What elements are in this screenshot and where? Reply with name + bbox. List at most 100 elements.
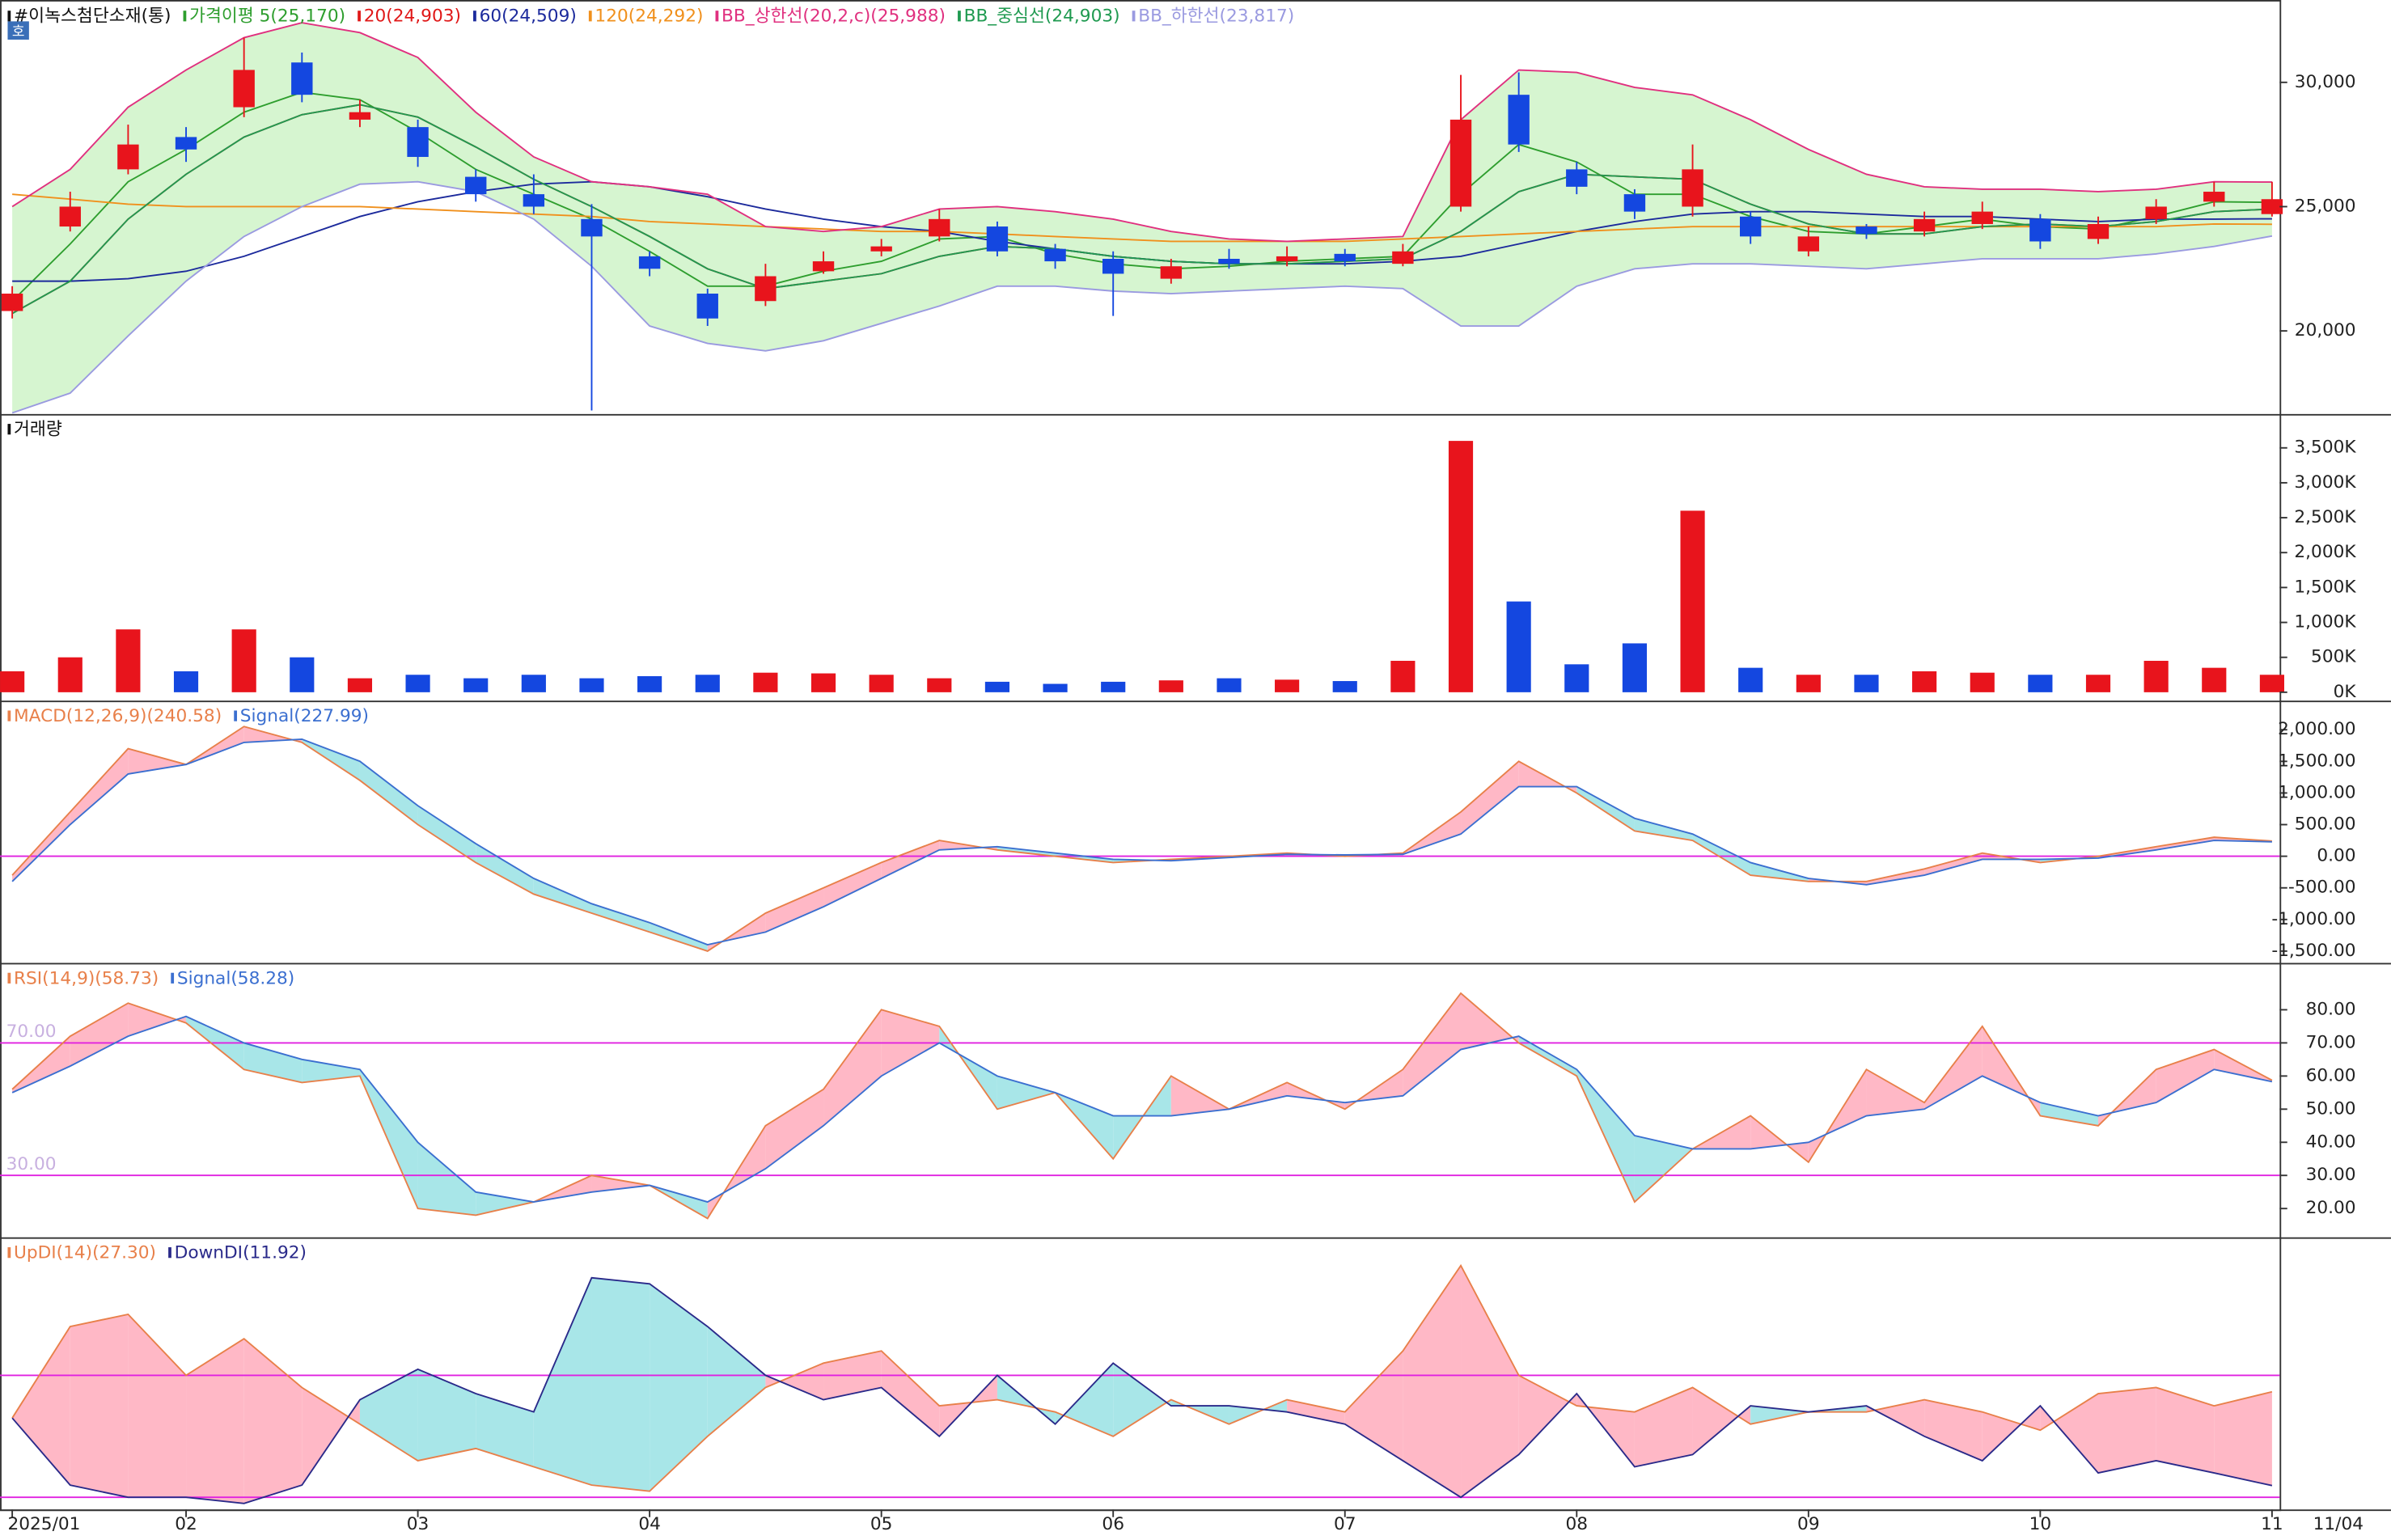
series-line (11, 91, 2272, 302)
candle-body (986, 226, 1009, 252)
series-line (11, 180, 2273, 414)
series-line (11, 22, 2272, 243)
volume-bar (173, 671, 199, 692)
legend-label: RSI(14,9)(58.73) (14, 968, 159, 988)
y-tick-label: 50.00 (2306, 1098, 2356, 1119)
candle-body (1102, 259, 1124, 274)
divergence-fill (650, 922, 708, 951)
legend-marker (358, 11, 361, 22)
legend-label: 거래량 (14, 420, 62, 440)
y-tick-label: 2,000K (2294, 542, 2356, 562)
volume-bar (1854, 675, 1879, 692)
legend-label: #이녹스첨단소재(통) (14, 6, 171, 27)
y-tick-label: 1,000K (2294, 612, 2356, 632)
candle-body (929, 218, 950, 237)
x-tick-label: 06 (1102, 1514, 1124, 1534)
reference-label: 30.00 (6, 1154, 57, 1174)
series-line (11, 1276, 2273, 1504)
y-tick-label: 0K (2334, 682, 2357, 702)
divergence-fill (1461, 761, 1519, 835)
divergence-fill (1403, 992, 1462, 1096)
candle-body (1566, 169, 1588, 187)
volume-bar (1506, 601, 1531, 692)
volume-bar (1101, 681, 1126, 692)
volume-bar (1970, 672, 1995, 692)
divergence-fill (591, 1175, 650, 1192)
legend-label: BB_하한선(23,817) (1138, 6, 1294, 27)
x-tick-label: 09 (1797, 1514, 1820, 1534)
divergence-fill (70, 1003, 129, 1067)
y-tick-label: 2,000.00 (2278, 719, 2355, 739)
volume-bar (1275, 679, 1300, 692)
divergence-fill (1576, 786, 1635, 831)
y-tick-label: 3,500K (2294, 438, 2356, 458)
divergence-fill (1170, 1076, 1229, 1116)
volume-bar (1680, 510, 1705, 692)
divergence-fill (243, 1339, 303, 1504)
candle-body (407, 127, 429, 158)
y-tick-label: 40.00 (2306, 1132, 2356, 1152)
legend-label: Signal(227.99) (240, 706, 369, 726)
volume-bar (637, 676, 662, 692)
divergence-fill (1461, 992, 1519, 1050)
divergence-fill (591, 1277, 650, 1491)
x-tick-label: 02 (175, 1514, 197, 1534)
y-tick-label: 1,500.00 (2278, 751, 2355, 771)
divergence-fill (12, 811, 70, 882)
divergence-fill (1924, 1026, 1983, 1110)
candle-body (1797, 236, 1820, 252)
volume-bar (116, 629, 141, 692)
series-line (11, 1263, 2273, 1492)
candle-body (117, 144, 139, 170)
volume-bar (57, 657, 83, 692)
candle-body (1913, 218, 1936, 232)
y-tick-label: 60.00 (2306, 1065, 2356, 1085)
divergence-fill (823, 1009, 882, 1126)
legend-marker (588, 11, 592, 22)
series-line (11, 738, 2272, 946)
divergence-fill (997, 1076, 1056, 1110)
legend-marker (7, 972, 11, 984)
candle-body (2261, 199, 2283, 214)
divergence-fill (1866, 1069, 1925, 1116)
candle-body (2145, 206, 2167, 219)
legend-marker (234, 710, 238, 721)
y-tick-label: -500.00 (2288, 878, 2356, 898)
legend-marker (715, 11, 719, 22)
candle-body (175, 137, 197, 150)
badge-box (7, 21, 29, 40)
candle-body (1682, 169, 1703, 207)
legend-label: 60(24,509) (480, 6, 577, 27)
volume-bar (1217, 678, 1242, 692)
candle-body (812, 261, 835, 272)
candle-body (1392, 251, 1414, 264)
candle-body (59, 206, 81, 227)
divergence-fill (1113, 1363, 1171, 1436)
divergence-fill (417, 1142, 476, 1216)
volume-bar (463, 678, 489, 692)
candle-body (1044, 248, 1066, 262)
y-tick-label: 30.00 (2306, 1165, 2356, 1185)
legend-marker (183, 11, 187, 22)
legend-marker (958, 11, 961, 22)
candle-body (1449, 119, 1472, 207)
x-tick-label: 10 (2029, 1514, 2052, 1534)
divergence-fill (1055, 852, 1114, 863)
x-tick-label: 08 (1566, 1514, 1589, 1534)
x-tick-label: 04 (638, 1514, 661, 1534)
volume-bar (753, 672, 778, 692)
series-line (11, 726, 2272, 952)
legend-marker (1132, 11, 1136, 22)
candle-body (1334, 253, 1356, 262)
candle-body (1856, 226, 1877, 235)
series-line (11, 1015, 2273, 1204)
legend-label: DownDI(11.92) (175, 1243, 307, 1263)
divergence-fill (1924, 852, 1983, 876)
divergence-fill (243, 1043, 303, 1083)
divergence-fill (1461, 1265, 1519, 1498)
volume-bar (1158, 680, 1183, 692)
divergence-fill (765, 1363, 824, 1400)
divergence-fill (591, 903, 650, 933)
